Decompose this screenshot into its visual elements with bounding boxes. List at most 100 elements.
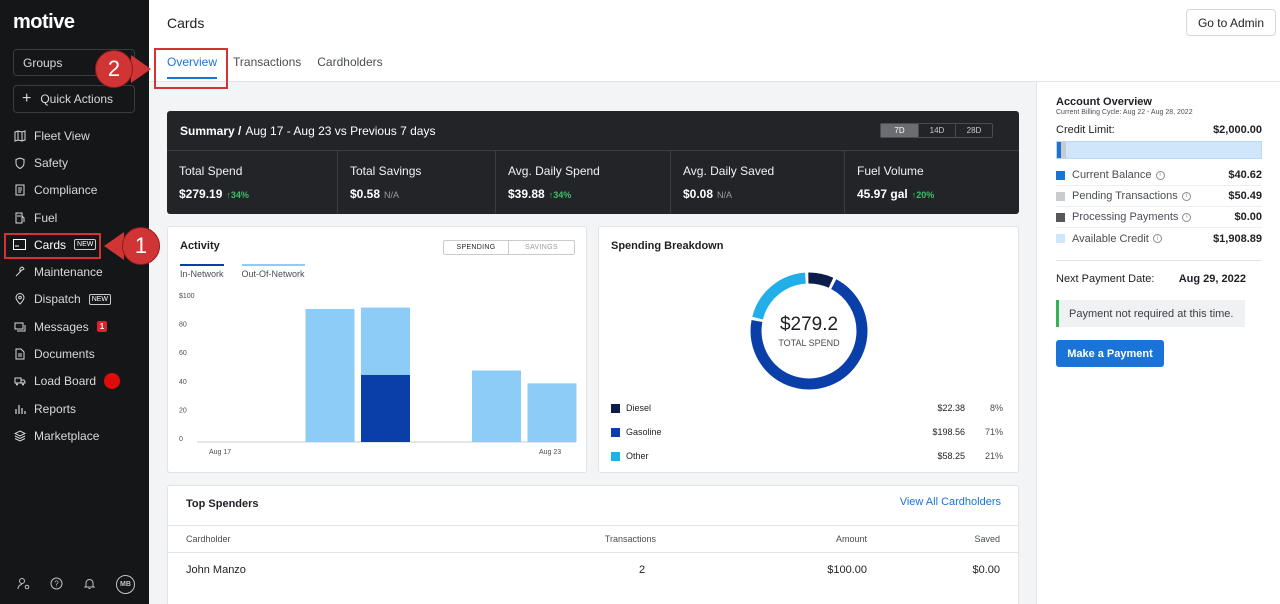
summary-metrics: Total Spend $279.19 ↑34% Total Savings $0…: [167, 151, 1019, 213]
highlight-overview-tab: [154, 48, 228, 89]
view-all-cardholders-link[interactable]: View All Cardholders: [899, 496, 1001, 508]
new-badge: NEW: [74, 239, 97, 251]
col-cardholder[interactable]: Cardholder: [186, 534, 231, 544]
metric-value: $0.08: [683, 187, 714, 201]
range-7d[interactable]: 7D: [881, 124, 918, 137]
divider: [1056, 260, 1262, 261]
tab-cardholders[interactable]: Cardholders: [317, 55, 383, 69]
payment-status-note: Payment not required at this time.: [1056, 300, 1245, 327]
credit-limit-value: $2,000.00: [1213, 124, 1262, 136]
donut-slice-gasoline: [750, 272, 868, 390]
pending-fill: [1061, 142, 1066, 158]
donut-center: $279.2 TOTAL SPEND: [749, 314, 869, 348]
breakdown-amount: $58.25: [937, 451, 965, 461]
sidebar-item-label: Fuel: [34, 210, 58, 225]
table-row[interactable]: John Manzo 2 $100.00 $0.00: [168, 554, 1018, 586]
range-14d[interactable]: 14D: [918, 124, 955, 137]
credit-usage-bar: [1056, 141, 1262, 159]
metric-value: 45.97 gal: [857, 187, 908, 201]
callout-1: 1: [122, 227, 160, 265]
breakdown-name: Gasoline: [626, 427, 662, 437]
range-selector: 7D 14D 28D: [880, 123, 993, 138]
metric-value-row: $279.19 ↑34%: [179, 187, 325, 201]
sidebar-item-fuel[interactable]: Fuel: [0, 204, 149, 231]
y-tick-label: $100: [179, 293, 195, 300]
tab-transactions[interactable]: Transactions: [233, 55, 302, 69]
legend-in-network: In-Network: [180, 264, 224, 279]
help-icon[interactable]: ?: [50, 577, 63, 593]
info-icon[interactable]: i: [1152, 234, 1162, 243]
metric-value: $279.19: [179, 187, 223, 201]
fuel-pump-icon: [13, 211, 26, 224]
location-pin-icon: [13, 293, 26, 306]
breakdown-percent: 8%: [989, 403, 1003, 413]
callout-2: 2: [95, 50, 133, 88]
sidebar-item-reports[interactable]: Reports: [0, 395, 149, 422]
activity-legend: In-Network Out-Of-Network: [180, 264, 305, 279]
range-28d[interactable]: 28D: [955, 124, 992, 137]
metric-change: ↑34%: [226, 190, 249, 200]
col-transactions[interactable]: Transactions: [604, 534, 656, 544]
sidebar-item-label: Reports: [34, 401, 77, 416]
sidebar-item-dispatch[interactable]: Dispatch NEW: [0, 286, 149, 313]
info-icon[interactable]: i: [1155, 170, 1165, 180]
next-payment-label: Next Payment Date:: [1056, 273, 1155, 285]
sidebar-item-marketplace[interactable]: Marketplace: [0, 422, 149, 449]
legend-swatch: [1056, 170, 1065, 180]
donut-total-label: TOTAL SPEND: [778, 338, 840, 348]
sidebar-item-label: Maintenance: [34, 265, 103, 280]
toggle-savings[interactable]: SAVINGS: [525, 244, 558, 251]
activity-title: Activity: [180, 240, 220, 252]
go-to-admin-button[interactable]: Go to Admin: [1185, 9, 1276, 36]
sidebar-item-label: Marketplace: [34, 428, 100, 443]
sidebar-item-maintenance[interactable]: Maintenance: [0, 258, 149, 285]
callout-pointer: [131, 55, 151, 83]
make-a-payment-button[interactable]: Make a Payment: [1056, 340, 1164, 367]
legend-swatch: [611, 451, 620, 461]
bell-icon[interactable]: [83, 577, 96, 593]
row-label: Available Credit: [1072, 232, 1149, 245]
y-tick-label: 60: [179, 350, 187, 357]
breakdown-name: Diesel: [626, 403, 652, 413]
legend-swatch: [1056, 234, 1065, 243]
tab-overview[interactable]: Overview: [167, 55, 218, 79]
metric-label: Avg. Daily Saved: [683, 164, 775, 178]
shield-icon: [13, 156, 26, 169]
legend-swatch: [611, 427, 620, 437]
sidebar-item-documents[interactable]: Documents: [0, 340, 149, 367]
user-settings-icon[interactable]: [17, 577, 30, 593]
avatar[interactable]: MB: [116, 575, 135, 594]
bar-chart-icon: [13, 402, 26, 415]
legend-swatch: [1056, 191, 1065, 201]
motive-logo[interactable]: motive: [13, 11, 75, 33]
sidebar-item-messages[interactable]: Messages 1: [0, 313, 149, 340]
highlight-cards-nav: [4, 233, 101, 259]
info-icon[interactable]: i: [1182, 212, 1192, 222]
bar-out-of-network: [361, 307, 410, 375]
row-label: Pending Transactions: [1072, 190, 1178, 202]
row-value: $1,908.89: [1213, 232, 1262, 245]
billing-cycle-text: Current Billing Cycle: Aug 22 - Aug 28, …: [1056, 109, 1193, 116]
sidebar-item-load-board[interactable]: Load Board: [0, 368, 149, 395]
sidebar-item-compliance[interactable]: Compliance: [0, 177, 149, 204]
quick-actions-button[interactable]: + Quick Actions: [13, 85, 135, 113]
col-saved[interactable]: Saved: [974, 534, 1000, 544]
sidebar-item-label: Fleet View: [34, 128, 90, 143]
row-label-wrap: Current Balance i: [1072, 169, 1228, 181]
summary-header: Summary / Aug 17 - Aug 23 vs Previous 7 …: [167, 111, 1019, 151]
donut-slice-diesel: [750, 272, 868, 390]
legend-out-of-network: Out-Of-Network: [241, 264, 305, 279]
metric-value-row: $0.08 N/A: [683, 187, 832, 201]
col-amount[interactable]: Amount: [835, 534, 867, 544]
wrench-icon: [13, 266, 26, 279]
row-label: Processing Payments: [1072, 211, 1179, 223]
sidebar-item-fleet-view[interactable]: Fleet View: [0, 122, 149, 149]
toggle-spending[interactable]: SPENDING: [444, 241, 509, 254]
sidebar-footer: ? MB: [0, 575, 149, 594]
sidebar-item-safety[interactable]: Safety: [0, 149, 149, 176]
sidebar-item-cards[interactable]: Cards NEW: [0, 231, 149, 258]
donut-total: $279.2: [779, 314, 839, 335]
metric-label: Total Savings: [350, 164, 422, 178]
y-tick-label: 20: [179, 407, 187, 414]
info-icon[interactable]: i: [1181, 191, 1191, 201]
